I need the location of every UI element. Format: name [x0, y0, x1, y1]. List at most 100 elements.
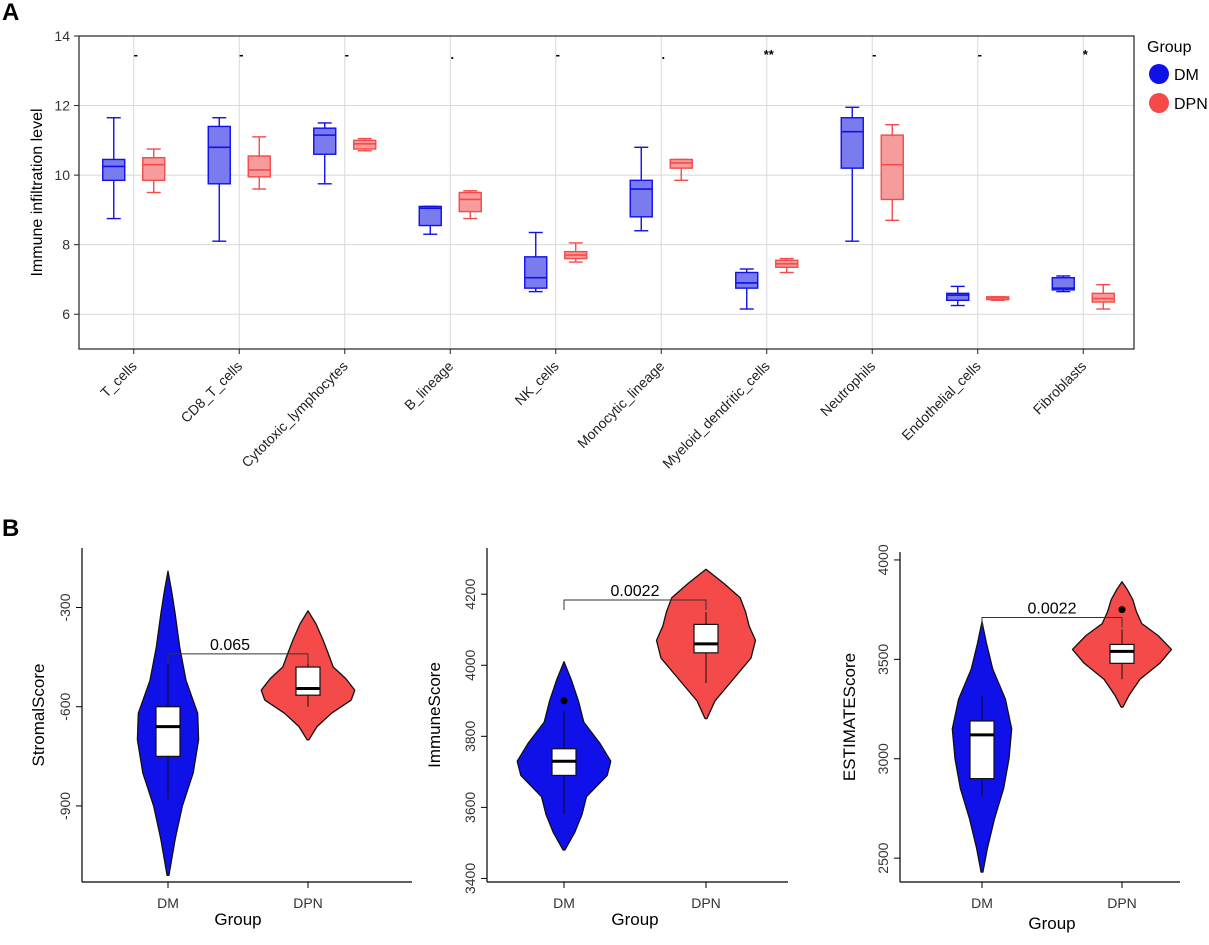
x-axis-title: Group [214, 910, 261, 929]
box-iqr [1051, 277, 1075, 291]
x-tick-label: DPN [1107, 895, 1137, 911]
violin-chart-estimate: 2500 3000 3500 4000 ESTIMATEScore DM DPN Group 0… [840, 544, 1180, 933]
x-tick-label: Neutrophils [817, 358, 878, 419]
y-tick-label: 3500 [875, 644, 891, 675]
box-dm-Neutrophils [840, 106, 864, 242]
y-axis-title: ESTIMATEScore [840, 653, 859, 781]
significance-mark: . [661, 47, 665, 62]
x-tick-label: DM [553, 895, 575, 911]
box-iqr [353, 139, 377, 150]
box-dm-Monocytic_lineage [629, 146, 653, 232]
box-dpn-Endothelial_cells [986, 296, 1010, 302]
box-iqr [313, 127, 337, 155]
legend: Group DM DPN [1147, 39, 1208, 113]
x-tick-label: Endothelial_cells [898, 358, 984, 444]
box-iqr [418, 205, 442, 227]
box-dpn-Fibroblasts [1091, 283, 1115, 310]
violin-chart-immune: 3400 3600 3800 4000 4200 ImmuneScore DM DPN Grou… [425, 548, 788, 929]
y-axis-title: StromalScore [29, 664, 48, 767]
box-iqr [1091, 292, 1115, 303]
legend-swatch-dm [1149, 64, 1169, 84]
x-tick-label: NK_cells [511, 358, 561, 408]
box-iqr [1109, 643, 1135, 664]
significance-mark: - [239, 47, 243, 62]
box-dm-Myeloid_dendritic_cells [735, 268, 759, 310]
box-dpn-CD8_T_cells [247, 136, 271, 190]
y-tick-label: 14 [54, 28, 70, 44]
y-tick-label: 6 [62, 306, 70, 322]
plot-frame [78, 35, 1135, 350]
y-tick-label: 3400 [462, 863, 478, 894]
significance-mark: ** [764, 47, 775, 62]
box-dm-B_lineage [418, 205, 442, 235]
box-dpn-Neutrophils [880, 123, 904, 222]
panel-b-label: B [2, 515, 19, 542]
legend-label-dpn: DPN [1174, 96, 1208, 113]
box-iqr [142, 157, 166, 182]
significance-mark: - [872, 47, 876, 62]
legend-label-dm: DM [1174, 67, 1199, 84]
box-iqr [840, 117, 864, 169]
box-iqr [247, 155, 271, 178]
box-iqr [880, 134, 904, 201]
y-tick-label: 3800 [462, 721, 478, 752]
y-tick-label: 3000 [875, 743, 891, 774]
box-chart: 6 8 10 12 14 Immune infiltration level - - -. -. *… [29, 28, 1208, 471]
y-tick-label: -600 [57, 693, 73, 721]
box-iqr [524, 256, 548, 289]
box-dpn-Monocytic_lineage [669, 158, 693, 182]
significance-mark: . [450, 47, 454, 62]
box-iqr [669, 158, 693, 169]
x-tick-label: DM [157, 895, 179, 911]
box-iqr [735, 271, 759, 289]
box-iqr [693, 623, 719, 654]
box-dpn-B_lineage [458, 190, 482, 220]
outlier-point [560, 697, 568, 705]
x-tick-label: DPN [691, 895, 721, 911]
panel-a-label: A [2, 0, 19, 26]
x-axis-title: Group [1028, 914, 1075, 933]
violin-chart-stromal: -300 -600 -900 StromalScore DM DPN Group 0.065 [29, 548, 412, 929]
legend-title: Group [1147, 39, 1192, 56]
x-tick-label: DM [971, 895, 993, 911]
significance-mark: - [556, 47, 560, 62]
significance-bracket [167, 653, 309, 664]
x-tick-label: CD8_T_cells [177, 358, 245, 426]
significance-mark: - [345, 47, 349, 62]
box-dm-Endothelial_cells [946, 285, 970, 307]
p-value-label: 0.065 [210, 637, 250, 654]
p-value-label: 0.0022 [611, 583, 660, 600]
box-dpn-Myeloid_dendritic_cells [775, 257, 799, 274]
box-dm-Cytotoxic_lymphocytes [313, 122, 337, 185]
box-dm-T_cells [102, 117, 126, 220]
y-tick-label: 10 [54, 167, 70, 183]
box-dm-NK_cells [524, 231, 548, 293]
box-iqr [207, 125, 231, 185]
x-axis-title: Group [611, 910, 658, 929]
box-iqr [295, 666, 321, 696]
y-tick-label: 12 [54, 98, 70, 114]
significance-bracket [981, 617, 1123, 628]
x-tick-label: Cytotoxic_lymphocytes [238, 358, 351, 471]
y-tick-label: -300 [57, 593, 73, 621]
y-axis-title: Immune infiltration level [29, 108, 46, 276]
legend-swatch-dpn [1149, 93, 1169, 113]
box-iqr [946, 292, 970, 302]
box-iqr [155, 706, 181, 757]
box-iqr [102, 158, 126, 182]
y-tick-label: 2500 [875, 842, 891, 873]
box-dpn-NK_cells [564, 242, 588, 263]
y-tick-label: 4000 [462, 649, 478, 680]
significance-mark: * [1083, 47, 1089, 62]
box-iqr [629, 179, 653, 218]
significance-bracket [563, 599, 707, 610]
box-iqr [969, 720, 995, 780]
significance-mark: - [134, 47, 138, 62]
p-value-label: 0.0022 [1028, 601, 1077, 618]
x-tick-label: Monocytic_lineage [574, 358, 667, 451]
box-dpn-Cytotoxic_lymphocytes [353, 137, 377, 152]
y-tick-label: 8 [62, 237, 70, 253]
y-tick-label: -900 [57, 792, 73, 820]
